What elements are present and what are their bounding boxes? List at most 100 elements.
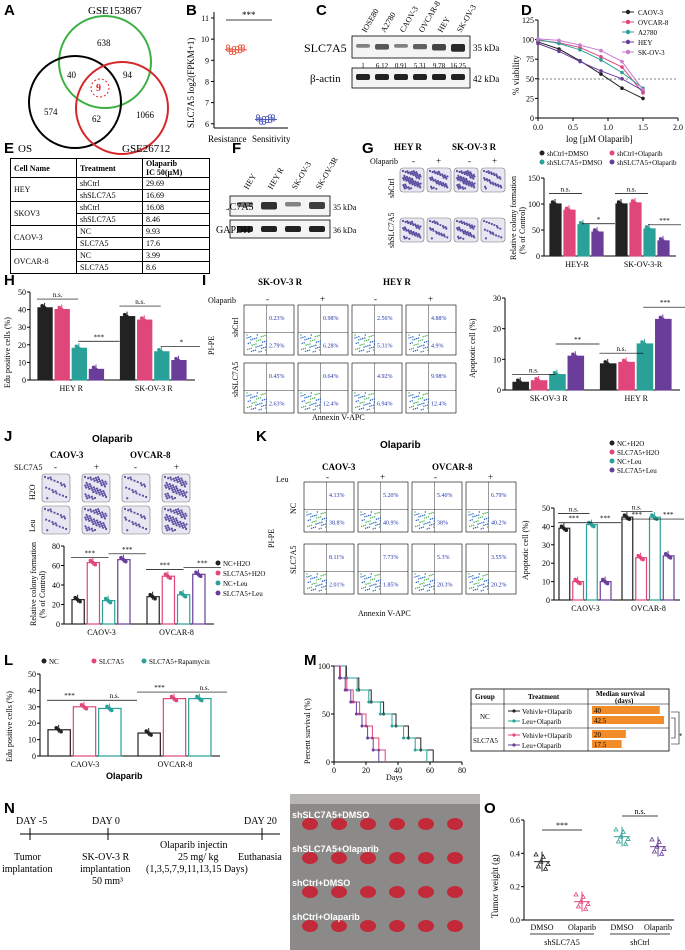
event-dot [364, 578, 366, 580]
data-point [652, 515, 657, 519]
series-line [537, 41, 644, 99]
quadrant-value: 2.63% [269, 402, 285, 408]
colony [98, 512, 102, 515]
event-dot [417, 581, 419, 583]
x-axis-label: Annexin V-APC [312, 413, 365, 422]
sign: - [468, 156, 471, 166]
legend-marker [609, 458, 615, 464]
series-line [537, 39, 644, 94]
event-dot [321, 583, 323, 585]
event-dot [421, 345, 423, 347]
colony [177, 508, 180, 511]
colony [468, 223, 471, 226]
colony [429, 176, 432, 180]
y-tick-label: 50 [526, 75, 534, 84]
event-dot [370, 511, 373, 513]
event-dot [414, 587, 417, 590]
event-dot [257, 403, 259, 406]
colony [163, 475, 167, 479]
colony [435, 221, 439, 224]
colony [178, 512, 182, 515]
colony [102, 521, 105, 525]
colony [408, 237, 411, 240]
colony [185, 523, 188, 526]
colony [166, 497, 169, 500]
event-dot [310, 589, 313, 591]
table-header: Treatment [76, 158, 143, 178]
x-tick-label: SK-OV-3-R [624, 260, 663, 269]
event-dot [260, 336, 262, 338]
colony [129, 476, 132, 479]
data-point [649, 229, 654, 233]
data-point [82, 705, 86, 709]
event-dot [429, 586, 431, 588]
timeline-day: DAY 20 [244, 816, 277, 827]
event-dot [475, 582, 477, 585]
sign: + [94, 462, 99, 472]
series-line [537, 43, 644, 91]
group-label: shSLC7A5 [544, 938, 580, 947]
legend-marker [609, 449, 615, 455]
column-title: OVCAR-8 [432, 462, 473, 472]
data-point [620, 77, 624, 81]
event-dot [408, 337, 410, 339]
data-point [658, 315, 663, 320]
event-dot [408, 392, 410, 394]
event-dot [250, 336, 252, 338]
band-quant: 0.91 [395, 62, 408, 70]
data-point [578, 47, 582, 52]
event-dot [369, 402, 371, 404]
event-dot [477, 520, 479, 522]
table-cell: shSLC7A5 [76, 213, 143, 226]
event-dot [325, 523, 327, 525]
event-dot [421, 397, 424, 399]
median-bar [592, 740, 622, 748]
band-quant: 9.78 [433, 62, 446, 70]
colony [50, 478, 53, 481]
quadrant-value: 7.73% [383, 555, 399, 561]
event-dot [323, 517, 326, 520]
band [451, 74, 465, 80]
event-dot [307, 519, 309, 522]
data-point [533, 851, 539, 857]
band-quant: 5.31 [414, 62, 427, 70]
colony [88, 483, 91, 486]
x-tick-label: 0 [332, 766, 336, 775]
y-tick-label: 7 [205, 99, 209, 108]
event-dot [419, 583, 421, 585]
colony [458, 183, 461, 186]
data-point [226, 44, 231, 49]
event-dot [357, 342, 359, 344]
event-dot [310, 578, 312, 580]
event-dot [318, 528, 320, 530]
event-dot [259, 345, 261, 347]
event-dot [430, 574, 432, 576]
colony [173, 511, 176, 514]
colony [143, 485, 147, 488]
data-point [107, 706, 112, 711]
bar [636, 343, 654, 391]
event-dot [251, 344, 253, 346]
bar [86, 561, 101, 625]
treatment-label: Olaparib [370, 157, 398, 166]
event-dot [429, 518, 432, 520]
x-tick-label: OVCAR-8 [158, 760, 193, 769]
data-point [198, 574, 203, 579]
sign: + [492, 156, 497, 166]
colony [54, 522, 57, 525]
event-dot [306, 576, 308, 578]
event-dot [480, 590, 482, 592]
event-dot [486, 511, 488, 514]
colony [175, 517, 178, 520]
y-tick-label: 0.6 [510, 816, 520, 825]
column-title: HEY R [383, 277, 411, 287]
data-point [42, 306, 47, 310]
facs-plot [465, 481, 517, 533]
colony [168, 496, 171, 499]
event-dot [315, 341, 318, 343]
event-dot [304, 336, 306, 338]
data-point [622, 513, 627, 517]
colony [64, 527, 68, 531]
event-dot [362, 587, 365, 589]
